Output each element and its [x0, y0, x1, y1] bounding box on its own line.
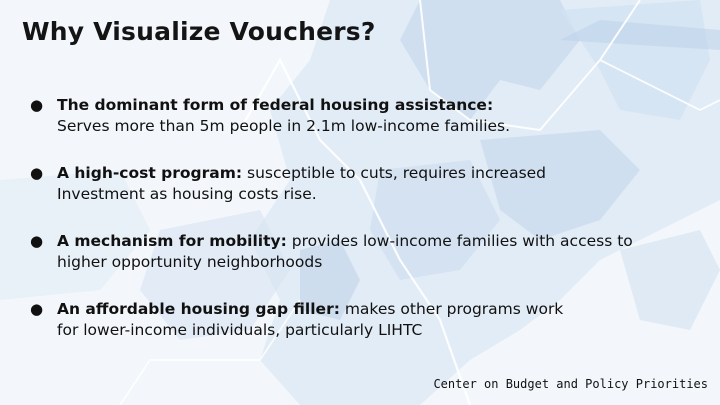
bullet-lead: A mechanism for mobility: [57, 232, 287, 250]
bullet-line-2: for lower-income individuals, particular… [57, 321, 423, 339]
bullet-text: provides low-income families with access… [286, 232, 633, 250]
bullet-lead: A high-cost program: [57, 164, 243, 182]
bullet-lead: An affordable housing gap filler: [57, 300, 340, 318]
bullet-text: makes other programs work [339, 300, 564, 318]
bullet-line-2: Investment as housing costs rise. [57, 185, 317, 203]
bullet-line: The dominant form of federal housing ass… [57, 95, 700, 116]
bullet-item: ● A mechanism for mobility: provides low… [30, 231, 700, 299]
page-title: Why Visualize Vouchers? [22, 17, 376, 46]
bullet-line-2: Serves more than 5m people in 2.1m low-i… [57, 117, 511, 135]
bullet-dot-icon: ● [30, 232, 44, 250]
footer-source: Center on Budget and Policy Priorities [433, 377, 708, 391]
bullet-line: A mechanism for mobility: provides low-i… [57, 231, 700, 252]
bullet-item: ● The dominant form of federal housing a… [30, 95, 700, 163]
bullet-line: An affordable housing gap filler: makes … [57, 299, 700, 320]
bullet-list: ● The dominant form of federal housing a… [30, 95, 700, 367]
bullet-lead: The dominant form of federal housing ass… [57, 96, 494, 114]
bullet-dot-icon: ● [30, 164, 44, 182]
bullet-item: ● An affordable housing gap filler: make… [30, 299, 700, 367]
bullet-dot-icon: ● [30, 96, 44, 114]
bullet-line: A high-cost program: susceptible to cuts… [57, 163, 700, 184]
bullet-text: susceptible to cuts, requires increased [242, 164, 547, 182]
bullet-line-2: higher opportunity neighborhoods [57, 253, 323, 271]
bullet-dot-icon: ● [30, 300, 44, 318]
bullet-item: ● A high-cost program: susceptible to cu… [30, 163, 700, 231]
